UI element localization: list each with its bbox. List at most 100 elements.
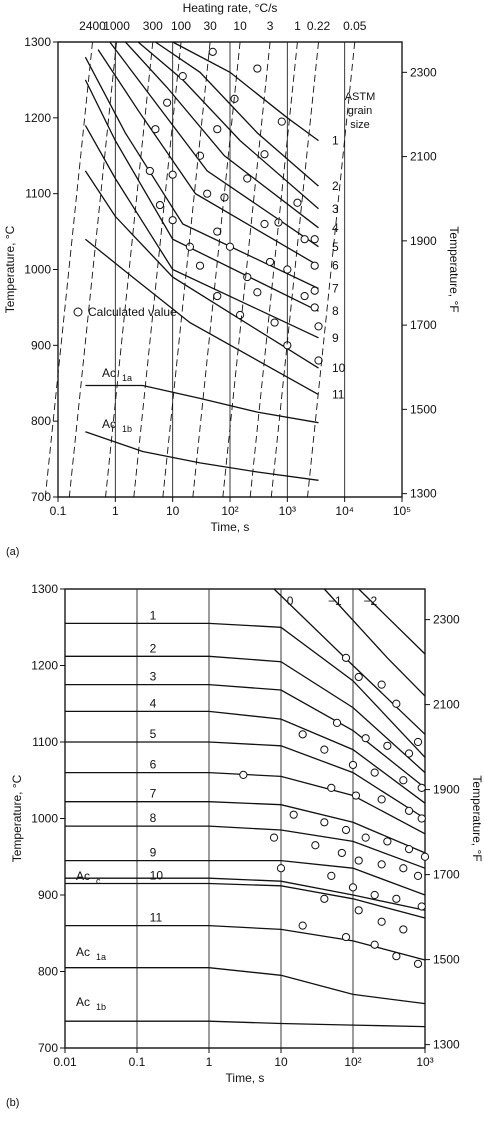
series-line-3 <box>124 41 319 229</box>
y2-tick-label: 1700 <box>433 868 460 882</box>
top-tick-label: 1 <box>294 19 301 33</box>
calculated-value-marker <box>220 193 229 202</box>
y2-tick-label: 1500 <box>410 402 437 416</box>
top-tick-label: 30 <box>203 19 217 33</box>
y-tick-label: 1000 <box>31 812 58 826</box>
y2-tick-label: 1700 <box>410 318 437 332</box>
ac1b-label-base: Ac <box>76 995 90 1009</box>
calculated-value-marker <box>392 952 401 961</box>
calculated-value-marker <box>413 871 423 880</box>
calculated-value-marker <box>213 291 222 301</box>
calculated-value-marker <box>377 795 386 804</box>
x-tick-label: 0.01 <box>53 1055 77 1069</box>
plot-frame <box>64 588 426 1049</box>
grain-size-label: 0 <box>287 594 294 608</box>
ac1b-label-sub: 1b <box>96 1002 106 1012</box>
series-line-3 <box>65 622 426 758</box>
y2-tick-label: 1900 <box>410 234 437 248</box>
calculated-value-marker <box>320 745 329 754</box>
calculated-value-marker <box>399 925 408 934</box>
series-line-6 <box>84 56 319 290</box>
calculated-value-marker <box>341 932 351 942</box>
calculated-value-marker <box>320 894 329 903</box>
calculated-value-marker <box>417 814 426 823</box>
grain-size-label: 9 <box>150 846 157 860</box>
calculated-value-marker <box>310 261 319 270</box>
y-tick-label: 700 <box>31 490 51 504</box>
calculated-value-marker <box>225 242 235 251</box>
legend-label: Calculated value <box>88 305 177 319</box>
calculated-value-marker <box>283 265 292 274</box>
ac1a-label-base: Ac <box>102 366 116 380</box>
calculated-value-marker <box>265 257 275 267</box>
grain-size-label: 1 <box>150 608 157 622</box>
calculated-value-marker <box>341 653 351 662</box>
grain-size-label: 4 <box>150 696 157 710</box>
grain-title-text: grain <box>348 105 372 117</box>
series-line-0 <box>273 588 426 735</box>
y-tick-label: 1000 <box>24 263 51 277</box>
x-tick-label: 1 <box>206 1055 213 1069</box>
calculated-value-marker <box>168 170 177 179</box>
series-line-10 <box>84 238 319 396</box>
grain-size-label: 3 <box>150 670 157 684</box>
calculated-value-marker <box>178 72 187 81</box>
grain-size-label: 8 <box>332 304 339 318</box>
panel-label: (a) <box>6 546 19 558</box>
calculated-value-marker <box>235 310 245 320</box>
calculated-value-marker <box>314 322 323 331</box>
top-tick-label: 10 <box>233 19 247 33</box>
calculated-value-marker <box>151 125 160 134</box>
calculated-value-marker <box>239 770 248 779</box>
calculated-value-marker <box>155 200 165 210</box>
series-line-6 <box>65 710 426 804</box>
calculated-value-marker <box>399 864 408 873</box>
x-tick-label: 10⁵ <box>393 504 411 518</box>
x-tick-label: 10² <box>221 504 238 518</box>
calculated-value-marker <box>404 806 414 815</box>
top-tick-label: 300 <box>143 19 163 33</box>
top-tick-label: 3 <box>267 19 274 33</box>
grain-size-label: 5 <box>332 240 339 254</box>
x-tick-label: 10 <box>166 504 180 518</box>
ac1b-label-base: Ac <box>102 417 116 431</box>
y2-tick-label: 1500 <box>433 953 460 967</box>
calculated-value-marker <box>337 848 346 858</box>
y-tick-label: 900 <box>38 888 58 902</box>
calculated-value-marker <box>354 906 363 915</box>
calculated-value-marker <box>348 760 358 770</box>
calculated-value-marker <box>354 672 363 682</box>
y-axis-label: Temperature, °C <box>10 774 24 862</box>
series-line-12 <box>85 431 319 481</box>
calculated-value-marker <box>370 940 379 949</box>
calculated-value-marker <box>383 837 392 846</box>
top-axis-label: Heating rate, °C/s <box>183 1 278 15</box>
calculated-value-marker <box>253 64 262 73</box>
calculated-value-marker <box>361 833 370 842</box>
y2-tick-label: 1300 <box>410 487 437 501</box>
grain-size-label: 1 <box>332 134 339 148</box>
grain-size-label: 2 <box>150 641 157 655</box>
series-line-5 <box>65 683 426 789</box>
series-line-7 <box>65 741 426 820</box>
calculated-value-marker <box>195 151 205 160</box>
calculated-value-marker <box>310 235 319 244</box>
calculated-value-marker <box>243 174 252 183</box>
calculated-value-marker <box>168 216 177 225</box>
calculated-value-marker <box>332 718 342 727</box>
calculated-value-marker <box>377 917 386 926</box>
y2-tick-label: 2300 <box>433 613 460 627</box>
calculated-value-marker <box>300 235 309 244</box>
calculated-value-marker <box>417 902 426 911</box>
y-tick-label: 800 <box>31 414 51 428</box>
calculated-value-marker <box>377 680 386 689</box>
grain-size-label: 6 <box>150 758 157 772</box>
calculated-value-marker <box>289 810 298 819</box>
calculated-value-marker <box>253 288 262 297</box>
series-line-4 <box>109 41 319 248</box>
top-tick-label: 2400 <box>79 19 106 33</box>
panel-label: (b) <box>6 1097 19 1109</box>
calculated-value-marker <box>293 198 302 207</box>
series-line-15 <box>65 967 426 1005</box>
series-line-1 <box>323 588 426 697</box>
